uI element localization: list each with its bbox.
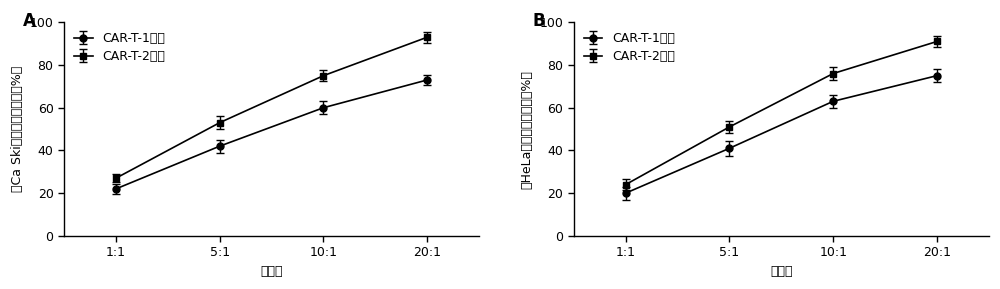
Legend: CAR-T-1细胞, CAR-T-2细胞: CAR-T-1细胞, CAR-T-2细胞 bbox=[580, 29, 679, 67]
Text: B: B bbox=[532, 12, 545, 29]
X-axis label: 效靶比: 效靶比 bbox=[770, 265, 793, 278]
Y-axis label: 对Ca Ski细胞的杀伤效率（%）: 对Ca Ski细胞的杀伤效率（%） bbox=[11, 66, 24, 192]
Legend: CAR-T-1细胞, CAR-T-2细胞: CAR-T-1细胞, CAR-T-2细胞 bbox=[70, 29, 169, 67]
X-axis label: 效靶比: 效靶比 bbox=[260, 265, 283, 278]
Text: A: A bbox=[22, 12, 35, 29]
Y-axis label: 对HeLa细胞的杀伤效率（%）: 对HeLa细胞的杀伤效率（%） bbox=[521, 70, 534, 188]
